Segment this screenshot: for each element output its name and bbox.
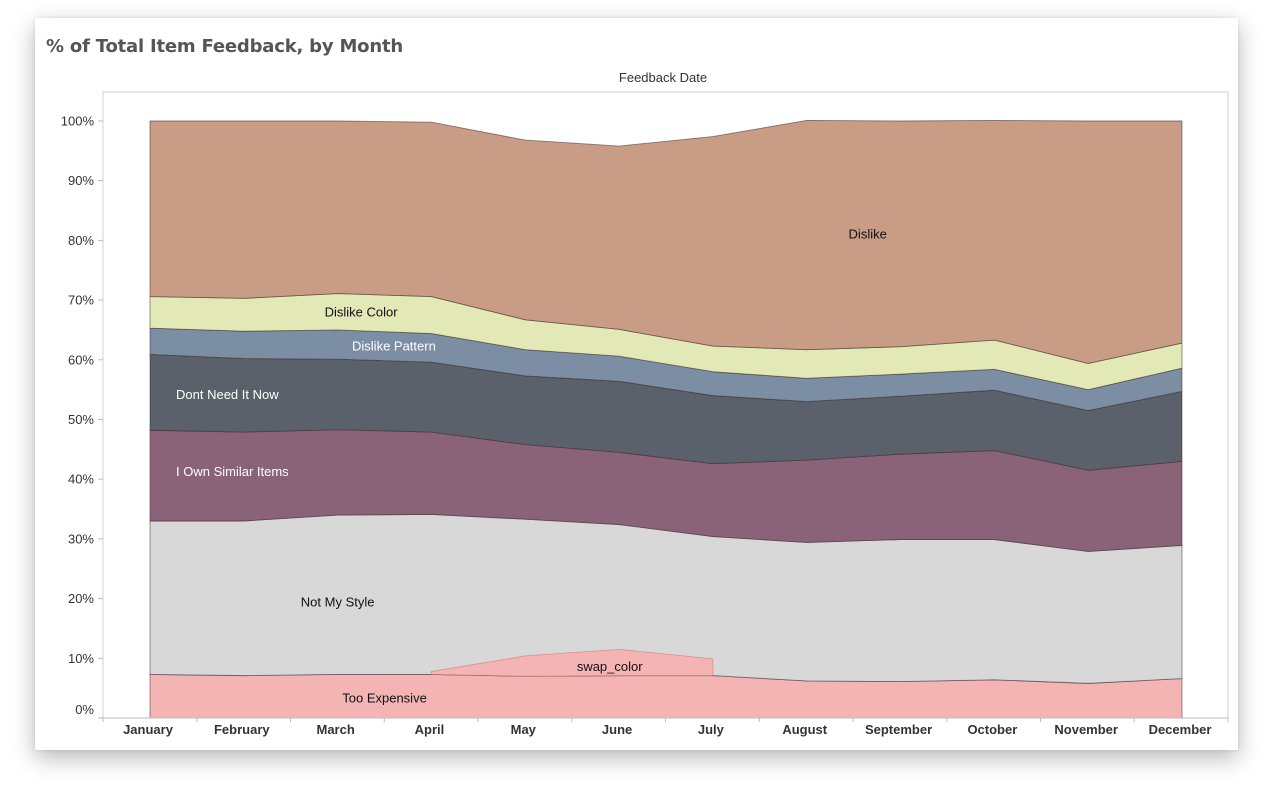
- series-label-dislike-color: Dislike Color: [325, 305, 399, 320]
- x-tick-label: May: [511, 722, 537, 737]
- x-tick-label: December: [1149, 722, 1212, 737]
- chart-title: % of Total Item Feedback, by Month: [46, 36, 403, 57]
- x-tick-label: April: [415, 722, 445, 737]
- x-tick-label: October: [967, 722, 1017, 737]
- x-tick-label: August: [782, 722, 827, 737]
- x-tick-label: September: [865, 722, 932, 737]
- y-tick-label: 20%: [68, 591, 94, 606]
- series-label-dislike: Dislike: [849, 226, 887, 241]
- series-areas: [149, 119, 1183, 719]
- y-tick-label: 40%: [68, 472, 94, 487]
- series-label-i-own-similar-items: I Own Similar Items: [176, 464, 289, 479]
- y-tick-label: 80%: [68, 233, 94, 248]
- area-dislike[interactable]: [149, 119, 1183, 364]
- y-tick-label: 60%: [68, 352, 94, 367]
- y-tick-label: 50%: [68, 412, 94, 427]
- y-tick-label: 30%: [68, 531, 94, 546]
- series-label-dont-need-it-now: Dont Need It Now: [176, 387, 279, 402]
- series-label-too-expensive: Too Expensive: [342, 690, 427, 705]
- x-tick-label: June: [602, 722, 632, 737]
- x-axis: January February March April May June July Augu…: [102, 717, 1229, 737]
- y-tick-label: 10%: [68, 651, 94, 666]
- y-tick-label: 70%: [68, 293, 94, 308]
- y-tick-label: 0%: [75, 702, 94, 717]
- y-axis: 0% 10% 20% 30% 40% 50% 60% 70% 80% 90% 100%: [61, 114, 103, 719]
- y-tick-label: 90%: [68, 173, 94, 188]
- x-tick-label: March: [316, 722, 354, 737]
- x-axis-header: Feedback Date: [618, 70, 708, 85]
- y-tick-label: 100%: [61, 114, 95, 129]
- series-label-swap-color: swap_color: [577, 659, 643, 674]
- series-label-not-my-style: Not My Style: [301, 595, 375, 610]
- area-swap-color[interactable]: [431, 648, 714, 677]
- series-labels: Too Expensive swap_color Not My Style I Own…: [176, 226, 887, 705]
- x-tick-label: November: [1054, 722, 1118, 737]
- x-tick-label: July: [698, 722, 725, 737]
- series-label-dislike-pattern: Dislike Pattern: [352, 339, 436, 354]
- x-tick-label: January: [123, 722, 174, 737]
- x-tick-label: February: [214, 722, 270, 737]
